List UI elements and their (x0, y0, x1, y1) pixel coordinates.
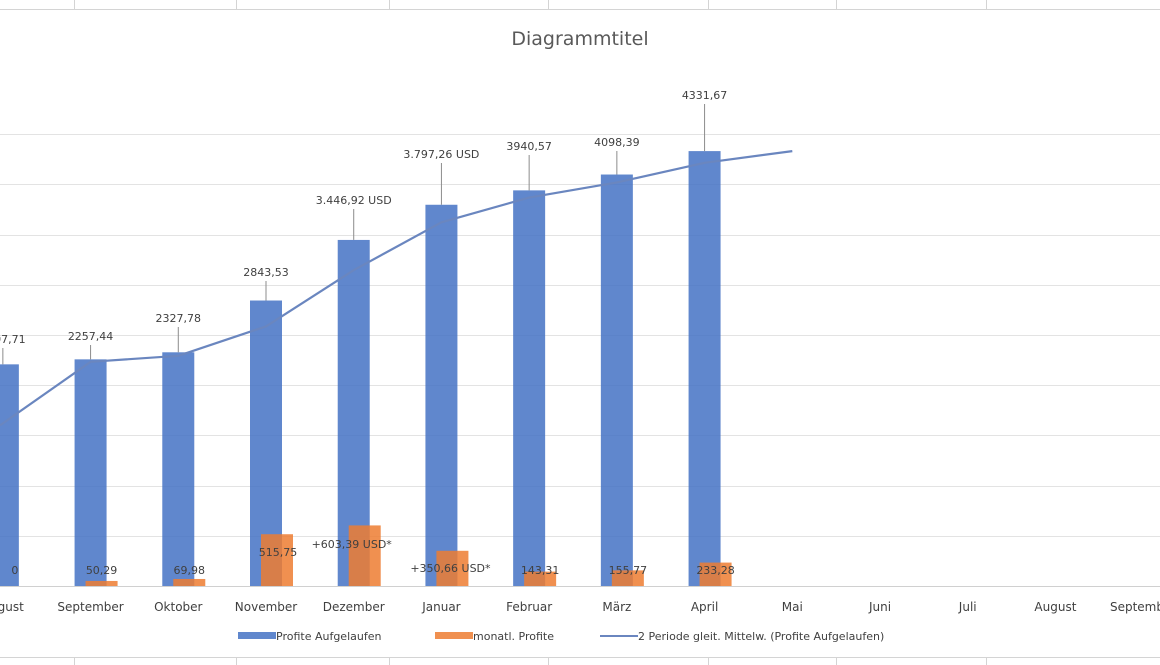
data-label-monatl-profite: 155,77 (609, 564, 648, 577)
data-label-monatl-profite: 50,29 (86, 564, 118, 577)
x-tick-label: Januar (421, 600, 460, 614)
data-label-monatl-profite: 233,28 (696, 564, 735, 577)
x-axis: August September Oktober November Dezember Ja… (0, 600, 1160, 614)
x-tick-label: April (691, 600, 718, 614)
bar-profite-aufgelaufen[interactable] (688, 151, 721, 586)
legend-item[interactable]: monatl. Profite (435, 630, 554, 643)
legend-swatch (238, 632, 276, 639)
x-tick-label: Februar (506, 600, 552, 614)
data-label-monatl-profite: +350,66 USD* (410, 562, 491, 575)
bars (0, 151, 732, 587)
bar-monatl-profite[interactable] (611, 570, 644, 586)
x-tick-label: Mai (782, 600, 803, 614)
bar-monatl-profite[interactable] (173, 578, 206, 586)
x-tick-label: März (602, 600, 631, 614)
bar-profite-aufgelaufen[interactable] (0, 364, 19, 586)
legend-label: 2 Periode gleit. Mittelw. (Profite Aufge… (638, 630, 884, 643)
bar-monatl-profite[interactable] (699, 562, 732, 586)
x-tick-label: September (1110, 600, 1160, 614)
moving-average-line (0, 150, 793, 427)
bar-monatl-profite[interactable] (436, 550, 469, 586)
data-label-monatl-profite: 515,75 (259, 546, 298, 559)
bar-monatl-profite[interactable] (348, 525, 381, 586)
x-tick-label: November (235, 600, 297, 614)
legend-swatch (435, 632, 473, 639)
data-labels: 2207,71 2257,44 2327,78 2843,53 3.446,92 USD… (0, 89, 735, 577)
bar-profite-aufgelaufen[interactable] (600, 174, 633, 586)
data-label-monatl-profite: 143,31 (521, 564, 560, 577)
legend-label: Profite Aufgelaufen (276, 630, 381, 643)
data-label-monatl-profite: 69,98 (174, 564, 206, 577)
line-moving-average[interactable] (0, 150, 793, 427)
bar-monatl-profite[interactable] (524, 571, 557, 586)
x-tick-label: Juli (958, 600, 977, 614)
data-label-profite-aufgelaufen: 4331,67 (682, 89, 728, 102)
x-tick-label: August (1034, 600, 1076, 614)
data-label-profite-aufgelaufen: 2327,78 (156, 312, 202, 325)
x-tick-label: Juni (868, 600, 891, 614)
chart-title: Diagrammtitel (511, 28, 648, 50)
x-tick-label: August (0, 600, 24, 614)
bar-monatl-profite[interactable] (85, 580, 118, 586)
data-label-profite-aufgelaufen: 3.797,26 USD (403, 148, 479, 161)
x-tick-label: Oktober (154, 600, 202, 614)
bar-profite-aufgelaufen[interactable] (513, 190, 546, 587)
x-tick-label: September (57, 600, 123, 614)
data-label-monatl-profite: 0 (11, 564, 18, 577)
data-label-profite-aufgelaufen: 3.446,92 USD (316, 194, 392, 207)
data-label-profite-aufgelaufen: 2257,44 (68, 330, 114, 343)
bar-monatl-profite[interactable] (261, 534, 293, 586)
bar-profite-aufgelaufen[interactable] (74, 359, 107, 586)
bar-profite-aufgelaufen[interactable] (162, 352, 195, 586)
bar-profite-aufgelaufen[interactable] (425, 204, 458, 586)
data-label-profite-aufgelaufen: 2207,71 (0, 333, 26, 346)
legend-label: monatl. Profite (473, 630, 554, 643)
legend[interactable]: Profite Aufgelaufen monatl. Profite 2 Peri… (238, 630, 884, 643)
x-tick-label: Dezember (323, 600, 385, 614)
data-label-profite-aufgelaufen: 2843,53 (243, 266, 289, 279)
data-label-monatl-profite: +603,39 USD* (312, 538, 393, 551)
data-label-profite-aufgelaufen: 3940,57 (506, 140, 552, 153)
data-label-profite-aufgelaufen: 4098,39 (594, 136, 640, 149)
legend-item[interactable]: Profite Aufgelaufen (238, 630, 381, 643)
legend-item[interactable]: 2 Periode gleit. Mittelw. (Profite Aufge… (600, 630, 884, 643)
